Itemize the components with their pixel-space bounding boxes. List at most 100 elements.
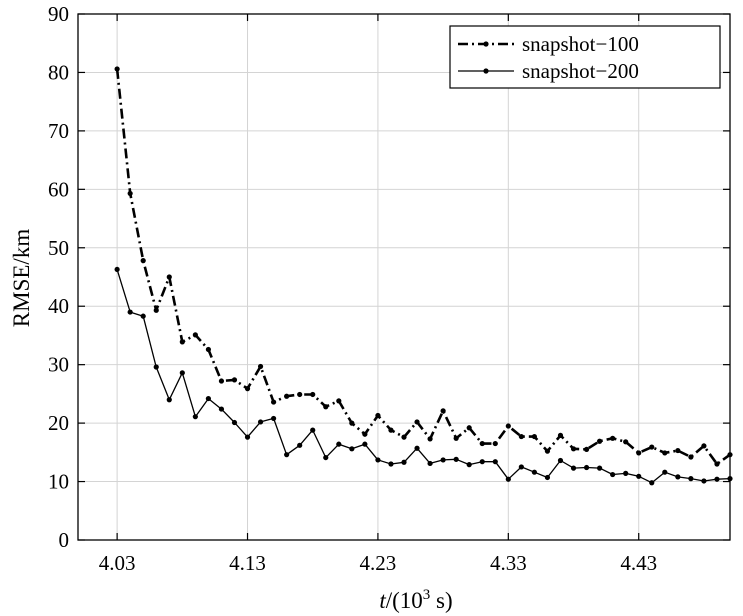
data-point (388, 461, 394, 467)
series-layer (114, 66, 733, 486)
data-point (427, 436, 433, 442)
data-point (414, 419, 420, 425)
data-point (466, 425, 472, 431)
series-snapshot-100 (114, 66, 733, 467)
x-tick-label: 4.33 (490, 551, 527, 575)
data-point (192, 332, 198, 338)
data-point (284, 393, 290, 399)
data-point (257, 419, 264, 425)
data-point (388, 427, 394, 433)
data-point (636, 450, 642, 456)
data-point (610, 471, 616, 478)
data-point (557, 457, 564, 464)
legend-label-snapshot-100: snapshot−100 (522, 32, 639, 56)
data-point (675, 447, 681, 454)
data-point (440, 457, 446, 463)
data-point (349, 446, 355, 452)
y-tick-label: 10 (48, 470, 69, 494)
data-point (583, 464, 590, 471)
x-axis-title-variable: t (379, 588, 386, 613)
data-point (701, 443, 707, 449)
y-tick-label: 50 (48, 236, 69, 260)
series-snapshot-200 (114, 266, 733, 486)
data-point (336, 441, 342, 447)
data-point (570, 465, 577, 471)
data-point (153, 364, 159, 370)
data-point (244, 386, 251, 392)
y-tick-label: 60 (48, 177, 69, 201)
data-point (688, 476, 694, 482)
data-point (610, 435, 616, 441)
data-point (701, 478, 707, 484)
data-point (649, 444, 655, 450)
data-point (153, 307, 159, 313)
x-tick-label: 4.03 (99, 551, 136, 575)
data-point (179, 370, 185, 376)
data-point (323, 454, 329, 461)
data-point (453, 456, 459, 462)
data-point (205, 395, 211, 402)
data-point (349, 420, 355, 426)
data-point (466, 462, 472, 468)
data-point (297, 442, 303, 448)
y-tick-label: 30 (48, 353, 69, 377)
data-point (375, 412, 381, 419)
data-point (271, 399, 277, 405)
data-point (505, 423, 511, 429)
x-tick-label: 4.43 (620, 551, 657, 575)
data-point (518, 433, 524, 440)
legend-box (449, 25, 721, 89)
data-point (310, 391, 316, 398)
data-point (531, 433, 538, 440)
y-tick-label: 0 (59, 528, 70, 552)
data-point (257, 363, 264, 370)
data-point (492, 459, 498, 465)
legend-label-snapshot-200: snapshot−200 (522, 59, 639, 83)
data-point (636, 473, 642, 479)
data-point (570, 446, 577, 452)
data-point (244, 434, 251, 440)
legend-marker-snapshot-200 (483, 68, 489, 74)
data-point (649, 480, 655, 486)
data-point (427, 460, 433, 467)
data-point (440, 408, 446, 414)
data-point (505, 476, 511, 482)
x-axis-title-prefix: /(10 (386, 588, 423, 613)
data-point (166, 397, 172, 403)
data-point (583, 446, 590, 453)
data-point (114, 266, 120, 273)
y-tick-label: 20 (48, 411, 69, 435)
data-point (623, 470, 629, 476)
data-point (231, 377, 238, 383)
data-point (714, 476, 720, 482)
data-point (675, 474, 681, 480)
data-point (662, 450, 668, 456)
x-axis-title: t/(103 s) (379, 587, 452, 613)
data-point (479, 440, 485, 447)
data-point (597, 438, 603, 444)
data-point (114, 66, 120, 72)
data-point (479, 459, 485, 465)
data-point (271, 415, 277, 422)
data-point (544, 448, 551, 454)
data-point (218, 406, 225, 412)
data-point (284, 452, 290, 458)
y-tick-label: 90 (48, 2, 69, 26)
data-point (297, 391, 303, 398)
x-tick-label: 4.23 (360, 551, 397, 575)
data-point (362, 441, 368, 447)
data-point (127, 309, 133, 315)
data-point (375, 457, 381, 463)
x-axis-title-unit: s) (430, 588, 452, 613)
x-axis-title-exponent: 3 (423, 587, 431, 603)
data-point (336, 398, 342, 404)
legend: snapshot−100 snapshot−200 (449, 25, 721, 89)
y-tick-label: 40 (48, 294, 69, 318)
y-axis-title: RMSE/km (9, 229, 34, 328)
data-point (231, 419, 238, 426)
data-point (140, 258, 146, 264)
data-point (127, 190, 133, 197)
data-point (662, 469, 668, 475)
data-point (166, 274, 172, 280)
